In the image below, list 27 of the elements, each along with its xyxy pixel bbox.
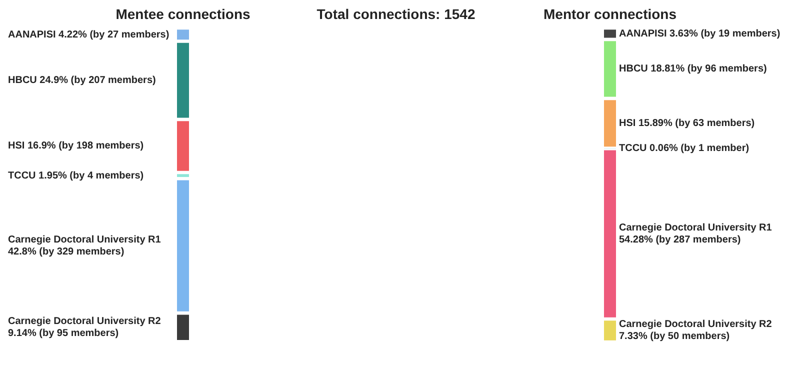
category-label: TCCU: [8, 170, 36, 182]
data-label: 18.81% (by 96 members): [650, 64, 767, 75]
category-label: AANAPISI: [8, 29, 56, 40]
category-label: AANAPISI: [619, 28, 668, 40]
category-label: HBCU: [619, 64, 648, 75]
category-label: Carnegie Doctoral University R2: [8, 316, 162, 328]
category-label: HSI: [619, 118, 636, 130]
data-label: 7.33% (by 50 members): [619, 331, 730, 342]
data-label: 3.63% (by 19 members): [670, 28, 780, 40]
data-label: 15.89% (by 63 members): [638, 118, 755, 130]
data-label: 1.95% (by 4 members): [38, 170, 144, 182]
text: Mentee connections: [116, 6, 250, 22]
data-label: 24.9% (by 207 members): [40, 75, 156, 86]
category-label: TCCU: [619, 143, 647, 154]
data-label: 42.8% (by 329 members): [8, 246, 124, 258]
category-label: HBCU: [8, 75, 37, 86]
data-label: 4.22% (by 27 members): [58, 29, 170, 40]
category-label: Carnegie Doctoral University R1: [619, 222, 772, 234]
data-label: 16.9% (by 198 members): [27, 140, 144, 152]
text: Mentor connections: [543, 6, 677, 22]
data-label: 9.14% (by 95 members): [8, 328, 119, 340]
category-label: HSI: [8, 140, 25, 152]
text: Total connections: 1542: [316, 6, 476, 22]
category-label: Carnegie Doctoral University R2: [619, 319, 772, 330]
category-label: Carnegie Doctoral University R1: [8, 234, 162, 246]
data-label: 0.06% (by 1 member): [650, 143, 750, 154]
data-label: 54.28% (by 287 members): [619, 234, 741, 246]
